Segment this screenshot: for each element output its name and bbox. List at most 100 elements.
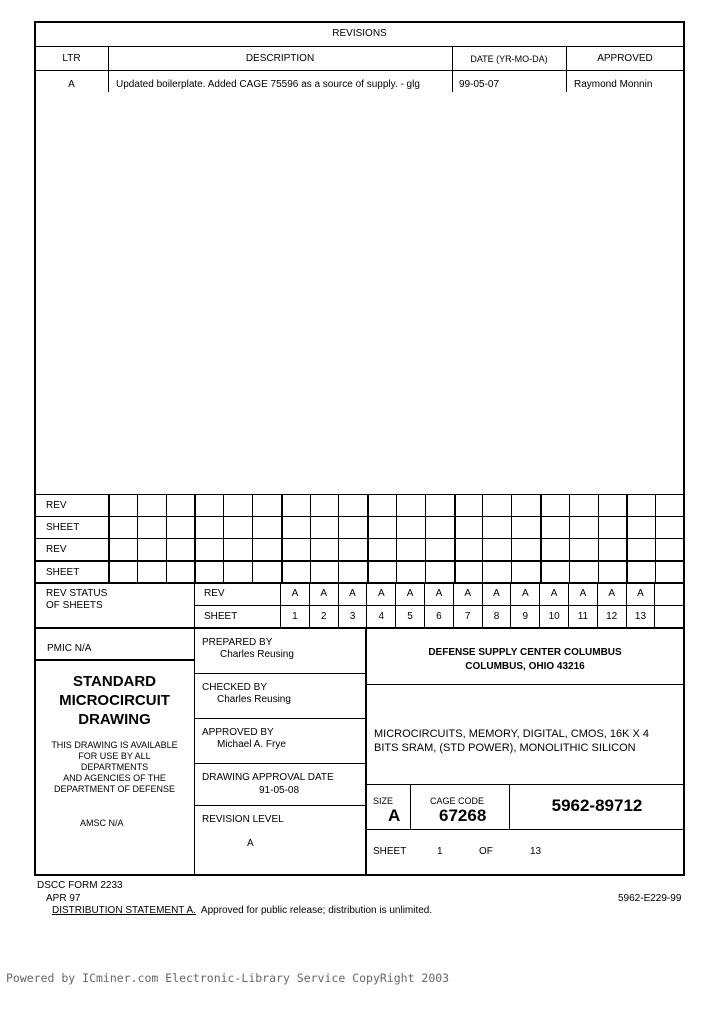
rev-status-rev-cell: A: [366, 582, 395, 605]
rev-grid-cell: [280, 539, 310, 560]
rev-grid-cell: [482, 539, 511, 560]
rev-status-rev-cell: A: [280, 582, 309, 605]
header-description: DESCRIPTION: [245, 53, 315, 64]
of-label: OF: [479, 846, 493, 857]
rev-grid-cell: [165, 517, 195, 538]
rev-grid-cell: [597, 495, 627, 516]
rev-status-rev-label: REV: [204, 588, 225, 599]
sheet-label: SHEET: [373, 846, 407, 857]
rev-grid-cell: [511, 495, 540, 516]
rev-grid-cell: [568, 562, 598, 582]
rev-grid-cell: [540, 539, 569, 560]
rev-grid-cell: [453, 495, 483, 516]
rev-status-rev-cell: A: [568, 582, 597, 605]
revision-ltr: A: [68, 79, 75, 90]
cage-code: 67268: [439, 806, 487, 825]
rev-grid-cell: [194, 562, 223, 582]
rev-grid-cell: [194, 539, 223, 560]
distribution-label: DISTRIBUTION STATEMENT A.: [52, 905, 196, 916]
rev-grid-cell: [655, 539, 684, 560]
divider: [194, 718, 366, 719]
rev-status-sheet-cell: 1: [280, 605, 309, 628]
rev-grid-cell: [482, 495, 511, 516]
rev-status-rev-cell: A: [395, 582, 424, 605]
rev-grid-cell: [309, 562, 339, 582]
agency-address: COLUMBUS, OHIO 43216: [465, 661, 585, 672]
rev-grid-cell: [626, 517, 655, 538]
rev-grid-cell: [655, 562, 684, 582]
rev-grid-cell: [655, 517, 684, 538]
rev-grid-cell: [396, 517, 425, 538]
rev-status-sheet-cell: 3: [337, 605, 367, 628]
rev-grid-cell: [424, 495, 454, 516]
drawing-title: MICROCIRCUITS, MEMORY, DIGITAL, CMOS, 16…: [374, 728, 650, 754]
agency-name: DEFENSE SUPPLY CENTER COLUMBUS: [428, 647, 622, 658]
rev-grid-cell: [280, 517, 310, 538]
revision-level: A: [247, 838, 254, 849]
rev-status-rev-cell: A: [452, 582, 482, 605]
rev-status-rev-cell: A: [424, 582, 453, 605]
rev-status-sheet-cell: 7: [452, 605, 482, 628]
rev-grid-cell: [396, 562, 425, 582]
rev-status-sheet-cell: 12: [596, 605, 626, 628]
rev-grid-cell: [540, 495, 569, 516]
rev-grid-cell: [367, 517, 396, 538]
rev-grid-cell: [453, 562, 483, 582]
approval-date-label: DRAWING APPROVAL DATE: [202, 772, 334, 783]
size-label: SIZE: [373, 796, 394, 806]
divider: [194, 605, 684, 606]
rev-grid-cell: [108, 562, 137, 582]
rev-grid-cell: [338, 562, 367, 582]
divider: [452, 46, 453, 92]
rev-status-sheet-cell: 13: [625, 605, 655, 628]
rev-grid-cell: [453, 539, 483, 560]
drawing-number: 5962-89712: [551, 796, 643, 815]
revision-approved: Raymond Monnin: [574, 79, 653, 90]
header-date: DATE (YR-MO-DA): [470, 54, 548, 64]
rev-grid-cell: [338, 539, 367, 560]
divider: [194, 673, 366, 674]
revisions-title: REVISIONS: [332, 28, 387, 39]
rev-status-sheet-cell: 9: [510, 605, 539, 628]
total-sheets: 13: [530, 846, 542, 857]
rev-status-rev-cell: A: [337, 582, 367, 605]
distribution-statement: DISTRIBUTION STATEMENT A. Approved for p…: [52, 905, 432, 917]
divider: [194, 763, 366, 764]
rev-grid-cell: [540, 517, 569, 538]
rev-grid-cell: [367, 495, 396, 516]
rev-grid-cell: [367, 562, 396, 582]
rev-status-rev-cell: A: [510, 582, 539, 605]
divider: [35, 70, 684, 71]
amsc: AMSC N/A: [80, 818, 124, 828]
rev-grid-cell: [367, 539, 396, 560]
revision-description: Updated boilerplate. Added CAGE 75596 as…: [116, 79, 420, 90]
rev-status-rev-cell: A: [539, 582, 568, 605]
rev-grid-label: SHEET: [46, 522, 80, 533]
rev-grid-cell: [108, 495, 137, 516]
divider: [366, 784, 684, 785]
rev-grid-cell: [136, 495, 166, 516]
rev-grid-cell: [396, 539, 425, 560]
divider: [35, 582, 684, 584]
divider: [410, 784, 411, 829]
rev-grid-cell: [482, 517, 511, 538]
rev-grid-row: SHEET: [35, 560, 684, 582]
pmic: PMIC N/A: [47, 643, 92, 654]
approved-label: APPROVED BY: [202, 727, 274, 738]
rev-grid-cell: [424, 539, 454, 560]
rev-grid-cell: [223, 517, 252, 538]
sheet-number: 1: [437, 846, 443, 857]
rev-status-rev-cell: A: [308, 582, 338, 605]
divider: [108, 46, 109, 92]
divider: [34, 627, 685, 876]
rev-grid-cell: [136, 539, 166, 560]
prepared-by: Charles Reusing: [220, 649, 294, 660]
divider: [194, 805, 366, 806]
checked-by: Charles Reusing: [217, 694, 291, 705]
rev-status-label: REV STATUS OF SHEETS: [46, 588, 108, 611]
rev-grid-cell: [540, 562, 569, 582]
rev-status-sheet-cell: [654, 605, 683, 628]
rev-grid-cell: [626, 539, 655, 560]
header-approved: APPROVED: [597, 53, 653, 64]
rev-grid-label: SHEET: [46, 567, 80, 578]
